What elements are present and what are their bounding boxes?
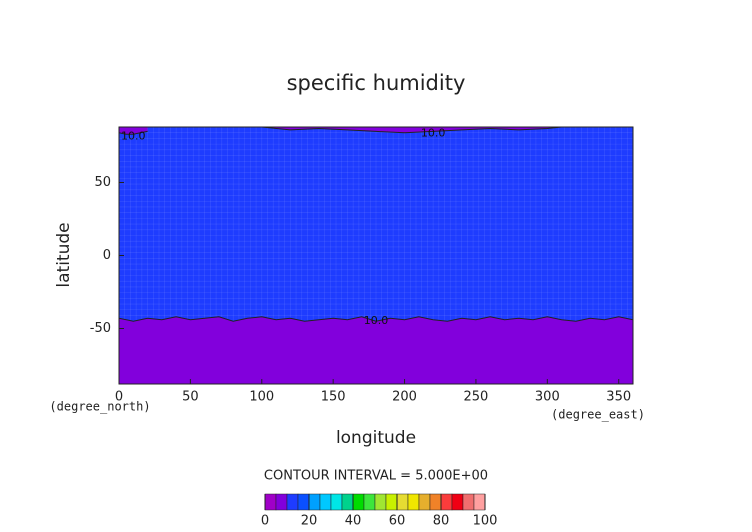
colorbar-tick-label: 80	[433, 514, 450, 529]
colorbar-box	[330, 493, 343, 511]
x-tick-label: 50	[182, 390, 199, 405]
x-unit: (degree_east)	[551, 408, 645, 422]
x-tick-label: 350	[606, 390, 631, 405]
x-tick-label: 0	[115, 390, 123, 405]
colorbar-tick-label: 20	[301, 514, 318, 529]
contour-interval: CONTOUR INTERVAL = 5.000E+00	[264, 469, 488, 484]
colorbar-box	[374, 493, 387, 511]
colorbar-box	[396, 493, 409, 511]
colorbar-box	[308, 493, 321, 511]
y-tick-label: 0	[103, 248, 111, 263]
colorbar-box	[352, 493, 365, 511]
contour-label: 10.0	[364, 314, 389, 327]
colorbar-box	[297, 493, 310, 511]
y-tick-label: -50	[90, 321, 111, 336]
x-tick-label: 200	[392, 390, 417, 405]
contour-fill	[119, 316, 633, 384]
colorbar-box	[385, 493, 398, 511]
contour-line	[261, 127, 562, 134]
colorbar-box	[407, 493, 420, 511]
contour-line	[119, 316, 633, 322]
contour-line	[119, 130, 148, 135]
y-axis-title: latitude	[54, 222, 74, 287]
colorbar-box	[264, 493, 277, 511]
colorbar-box	[286, 493, 299, 511]
colorbar-box	[462, 493, 475, 511]
x-tick-label: 250	[464, 390, 489, 405]
colorbar-tick-label: 40	[345, 514, 362, 529]
x-tick-label: 100	[249, 390, 274, 405]
colorbar-box	[341, 493, 354, 511]
colorbar-box	[418, 493, 431, 511]
chart-title: specific humidity	[287, 71, 466, 95]
contour-label: 10.0	[121, 129, 146, 142]
colorbar-box	[429, 493, 442, 511]
colorbar-tick-label: 60	[389, 514, 406, 529]
colorbar-box	[473, 493, 486, 511]
y-unit: (degree_north)	[49, 400, 150, 414]
x-tick-label: 300	[535, 390, 560, 405]
colorbar-tick-label: 100	[473, 514, 498, 529]
x-tick-label: 150	[321, 390, 346, 405]
colorbar-box	[451, 493, 464, 511]
colorbar-box	[319, 493, 332, 511]
colorbar-box	[363, 493, 376, 511]
y-tick-label: 50	[94, 175, 111, 190]
colorbar-box	[275, 493, 288, 511]
contour-label: 10.0	[421, 126, 446, 139]
colorbar-tick-label: 0	[261, 514, 269, 529]
x-axis-title: longitude	[336, 428, 416, 448]
colorbar-box	[440, 493, 453, 511]
plot-area	[119, 127, 633, 384]
